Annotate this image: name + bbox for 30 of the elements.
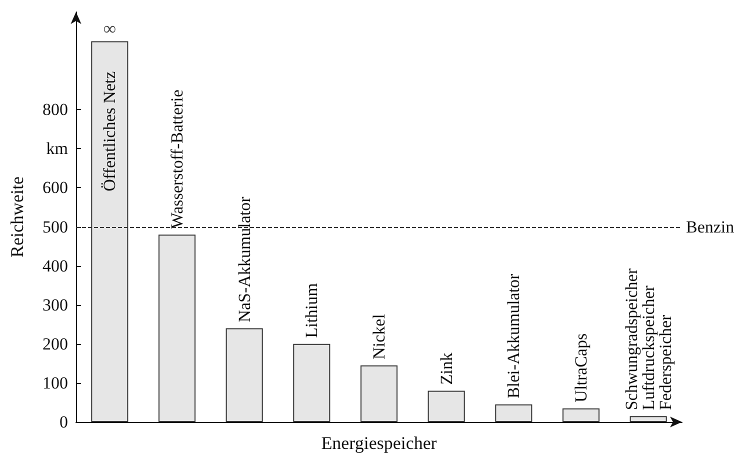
y-tick-label: 300: [42, 295, 68, 314]
x-tick-label: Schwungradspeicher Luftdruckspeicher Federspeicher: [622, 268, 675, 410]
x-tick-label: Blei-Akkumulator: [504, 273, 524, 398]
bar: [226, 328, 263, 422]
bar: [562, 408, 600, 422]
bar: [630, 416, 667, 422]
x-tick-label: Öffentliches Netz: [100, 70, 120, 192]
ref-line-label: Benzin: [686, 217, 735, 236]
bar: [360, 365, 398, 422]
x-tick-label: NaS-Akkumulator: [234, 196, 254, 322]
bar: [428, 390, 465, 422]
bar: [158, 234, 196, 422]
x-tick-label: Zink: [436, 352, 456, 385]
x-tick-label: UltraCaps: [572, 333, 590, 402]
x-axis-title: Energiespeicher: [321, 433, 437, 453]
y-tick-label: 500: [42, 217, 68, 236]
y-tick-label: 200: [42, 334, 68, 354]
x-tick-label: Wasserstoff-Batterie: [168, 90, 186, 229]
y-tick-label: 100: [42, 373, 68, 392]
bar: [495, 404, 532, 422]
x-tick-label: Nickel: [370, 314, 388, 360]
y-axis-title: Reichweite: [7, 176, 27, 258]
x-tick-label: Lithium: [302, 283, 322, 338]
y-tick-label: 800: [42, 100, 68, 120]
data-label: ∞: [103, 18, 116, 38]
bar: [293, 344, 330, 422]
y-tick-label: 400: [42, 256, 68, 276]
y-tick-label: km: [46, 139, 68, 158]
y-tick-label: 0: [60, 412, 68, 432]
y-tick-label: 600: [42, 178, 68, 198]
